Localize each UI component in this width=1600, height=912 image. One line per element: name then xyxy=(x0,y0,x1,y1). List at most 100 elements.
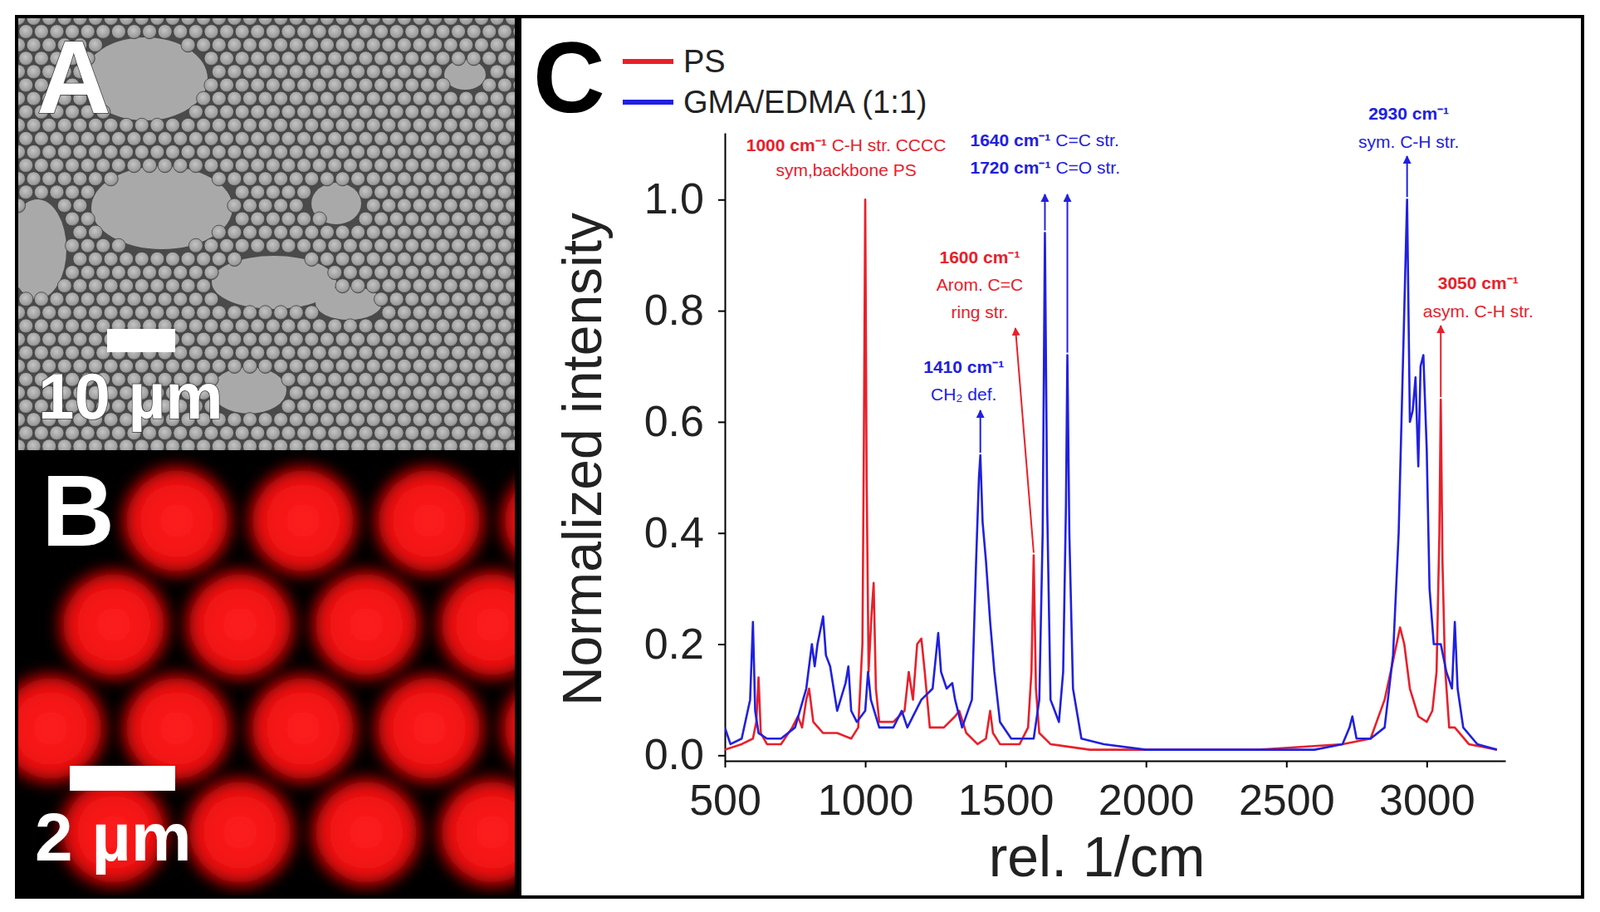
sphere xyxy=(188,131,203,146)
sphere xyxy=(165,278,180,294)
sphere xyxy=(513,211,515,226)
sphere xyxy=(157,264,172,279)
tick: 0.4 xyxy=(644,508,725,557)
sphere xyxy=(281,399,296,414)
sphere xyxy=(405,24,420,40)
sphere xyxy=(412,171,427,186)
sphere xyxy=(420,425,435,441)
sphere xyxy=(420,158,435,173)
sphere xyxy=(420,264,435,279)
scale-bar xyxy=(69,765,176,791)
tick: 1500 xyxy=(958,760,1055,824)
void-region xyxy=(444,59,486,90)
sphere xyxy=(489,305,504,320)
sphere xyxy=(18,64,26,79)
sphere xyxy=(482,211,497,226)
sphere xyxy=(188,318,203,333)
sphere xyxy=(211,251,226,266)
particle xyxy=(311,777,421,887)
sphere xyxy=(335,225,350,240)
sphere xyxy=(412,305,427,320)
panel-label: B xyxy=(41,454,115,568)
sphere xyxy=(420,104,435,119)
sphere xyxy=(250,24,265,40)
sphere xyxy=(459,305,474,320)
sphere xyxy=(428,144,443,159)
sphere xyxy=(396,439,412,451)
sphere xyxy=(435,158,451,173)
sphere xyxy=(258,171,273,186)
sphere xyxy=(57,198,72,213)
sphere xyxy=(489,358,504,373)
panel-label: A xyxy=(36,19,112,135)
sphere xyxy=(513,131,515,146)
sphere xyxy=(505,412,515,427)
annotation-line: ring str. xyxy=(951,302,1009,322)
sphere xyxy=(474,412,489,427)
sphere xyxy=(134,117,149,133)
sphere xyxy=(157,131,172,146)
sphere xyxy=(451,371,466,387)
panel-label: C xyxy=(533,21,606,133)
sphere xyxy=(42,439,57,451)
sphere xyxy=(389,158,404,173)
sphere xyxy=(57,439,72,451)
sphere xyxy=(204,264,219,279)
sphere xyxy=(443,305,458,320)
sphere xyxy=(459,412,474,427)
sphere xyxy=(234,51,250,66)
sphere xyxy=(297,238,312,253)
sphere xyxy=(405,425,420,441)
sphere xyxy=(281,238,296,253)
sphere xyxy=(211,18,226,26)
sphere xyxy=(466,131,481,146)
sphere xyxy=(134,18,149,26)
sphere xyxy=(250,211,265,226)
particle xyxy=(185,569,295,680)
sphere xyxy=(374,292,389,307)
sphere xyxy=(405,104,420,119)
sphere xyxy=(220,131,235,146)
sphere xyxy=(366,439,381,451)
sphere xyxy=(366,144,381,159)
particle xyxy=(437,569,515,680)
sphere xyxy=(412,64,427,79)
annotation: 1720 cm⁻¹C=O str. xyxy=(970,157,1121,177)
tick: 0.8 xyxy=(644,285,725,334)
sphere xyxy=(234,185,250,200)
annotation-line: CH₂ def. xyxy=(930,384,997,404)
sphere xyxy=(173,345,188,360)
sphere xyxy=(412,412,427,427)
sphere xyxy=(474,171,489,186)
sphere xyxy=(73,278,88,294)
sphere xyxy=(342,264,358,279)
sphere xyxy=(181,144,196,159)
tick-label: 2500 xyxy=(1238,775,1336,824)
sphere xyxy=(96,238,111,253)
sphere xyxy=(420,371,435,387)
tick-label: 1500 xyxy=(958,775,1055,824)
sphere xyxy=(513,371,515,387)
x-axis-title: rel. 1/cm xyxy=(988,824,1206,888)
sphere xyxy=(274,18,289,26)
sphere xyxy=(127,24,142,40)
sphere xyxy=(80,318,95,333)
annotation-line: Arom. C=C xyxy=(936,274,1023,294)
sphere xyxy=(196,18,211,26)
sphere xyxy=(389,318,404,333)
sphere xyxy=(211,91,226,106)
sphere xyxy=(489,117,504,133)
sphere xyxy=(381,251,397,266)
sphere xyxy=(312,104,327,119)
sphere xyxy=(80,292,95,307)
sphere xyxy=(405,131,420,146)
sphere xyxy=(281,78,296,93)
sphere xyxy=(181,278,196,294)
sphere xyxy=(497,425,512,441)
sphere xyxy=(65,264,80,279)
sphere xyxy=(119,18,134,26)
sphere xyxy=(381,305,397,320)
sphere xyxy=(358,238,373,253)
sphere xyxy=(327,131,343,146)
sphere xyxy=(342,371,358,387)
